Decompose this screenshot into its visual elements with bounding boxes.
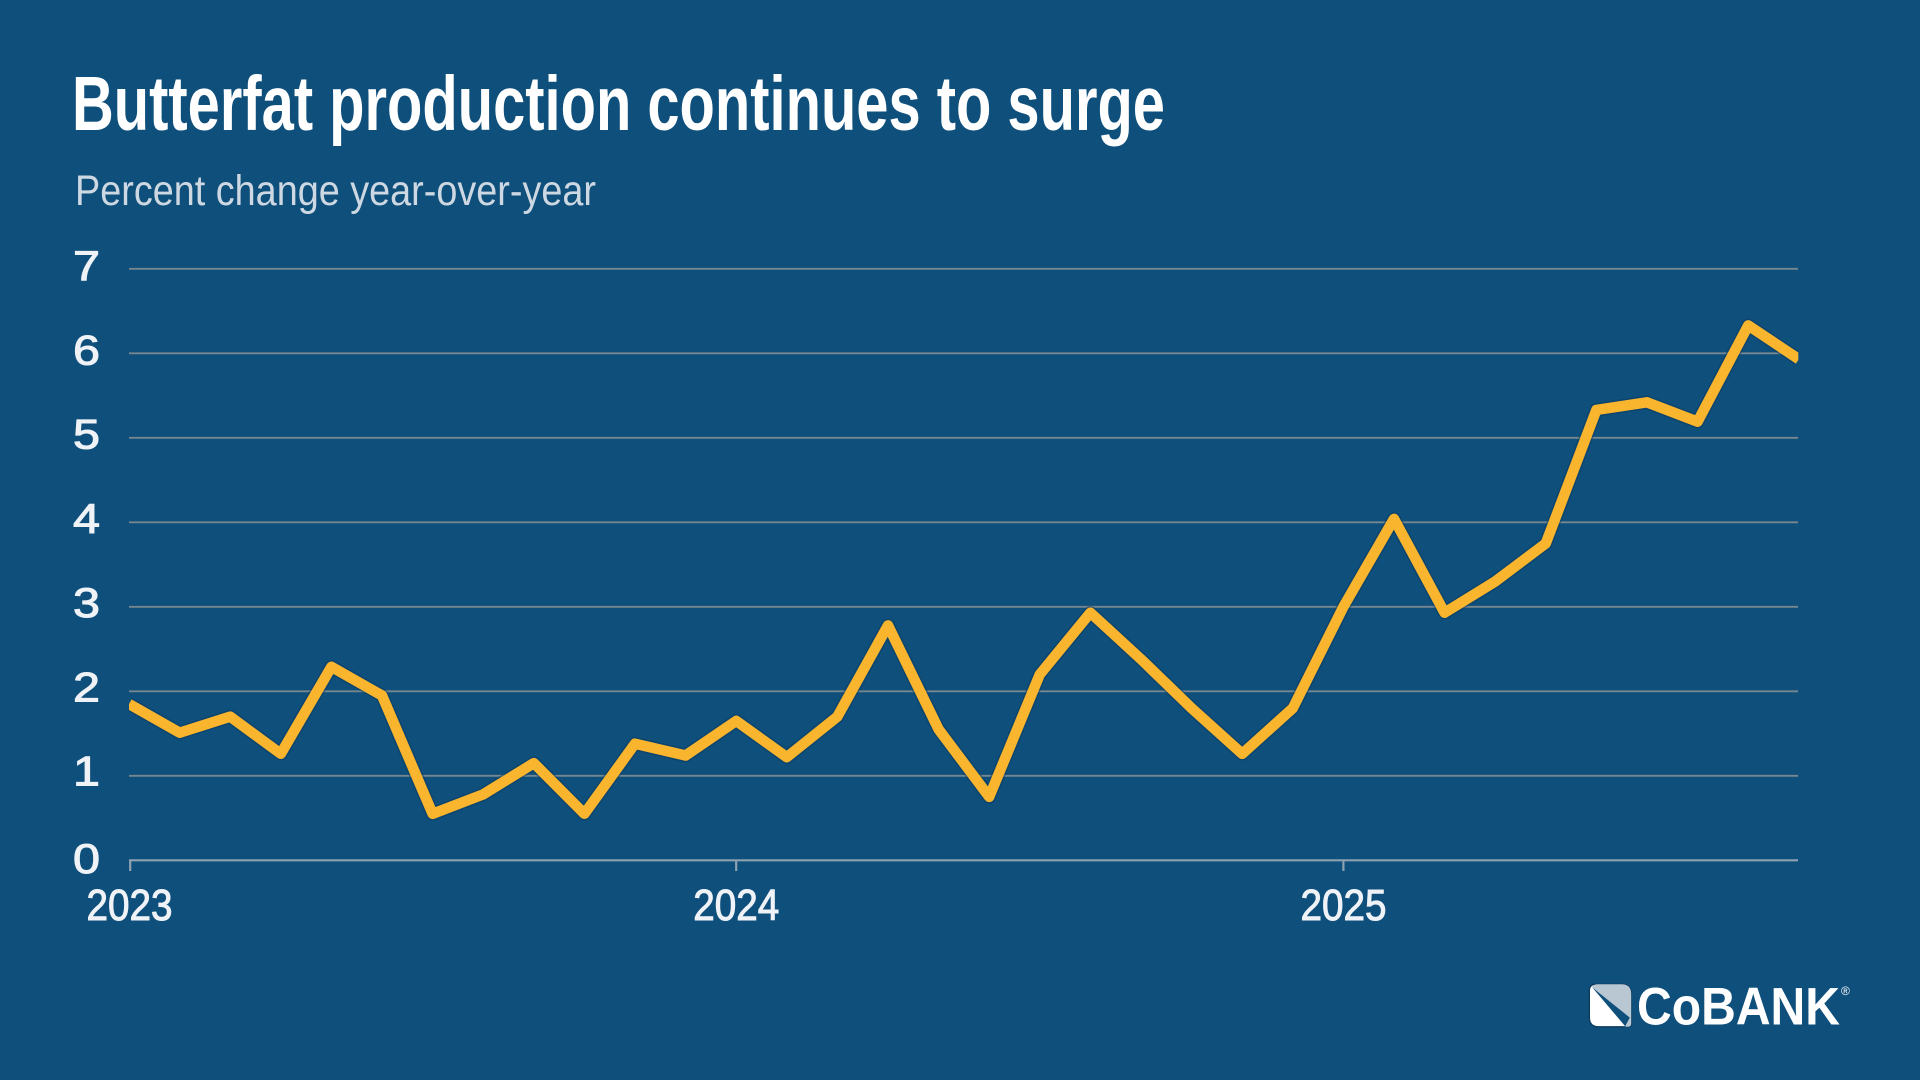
svg-text:3: 3 bbox=[73, 579, 100, 626]
svg-text:2024: 2024 bbox=[693, 882, 779, 930]
svg-text:1: 1 bbox=[73, 748, 100, 795]
svg-text:4: 4 bbox=[73, 495, 100, 542]
svg-text:2: 2 bbox=[73, 663, 100, 710]
svg-text:0: 0 bbox=[73, 835, 100, 882]
svg-text:6: 6 bbox=[73, 327, 100, 374]
svg-text:2025: 2025 bbox=[1301, 882, 1387, 930]
svg-text:7: 7 bbox=[73, 242, 100, 289]
svg-text:CoBANK: CoBANK bbox=[1637, 978, 1840, 1037]
svg-text:Butterfat production continues: Butterfat production continues to surge bbox=[72, 61, 1165, 147]
svg-text:Percent change year-over-year: Percent change year-over-year bbox=[75, 168, 596, 215]
svg-text:5: 5 bbox=[73, 411, 100, 458]
svg-text:2023: 2023 bbox=[87, 882, 173, 930]
svg-text:®: ® bbox=[1841, 984, 1850, 998]
